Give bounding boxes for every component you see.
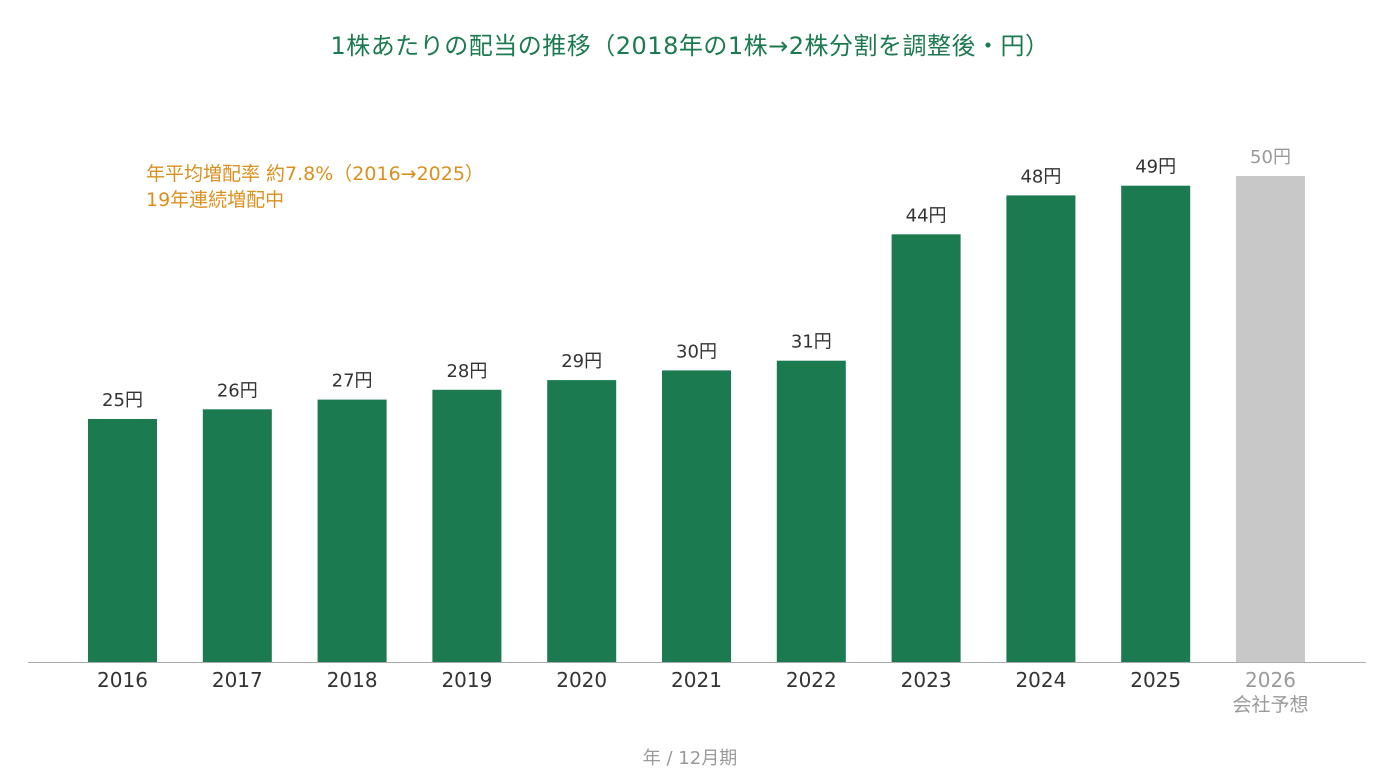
bar-2026 — [1236, 176, 1305, 662]
x-tick-label-2020: 2020 — [556, 668, 607, 692]
data-label-2024: 48円 — [1020, 166, 1061, 187]
data-label-2018: 27円 — [332, 371, 373, 392]
x-tick-label-2023: 2023 — [901, 668, 952, 692]
bar-2021 — [662, 370, 731, 662]
x-tick-label-2019: 2019 — [441, 668, 492, 692]
x-tick-label-2026: 2026 — [1245, 668, 1296, 692]
data-label-2017: 26円 — [217, 380, 258, 401]
data-label-2020: 29円 — [561, 351, 602, 372]
bar-2023 — [891, 234, 961, 663]
x-tick-label-2021: 2021 — [671, 668, 722, 692]
bar-2018 — [317, 399, 387, 662]
bar-2024 — [1006, 195, 1076, 662]
x-axis-title: 年 / 12月期 — [642, 748, 738, 769]
annotation-cagr: 年平均増配率 約7.8%（2016→2025） — [146, 163, 484, 185]
growth-annotation: 年平均増配率 約7.8%（2016→2025） 19年連続増配中 — [146, 161, 484, 213]
data-label-2025: 49円 — [1135, 157, 1176, 178]
data-label-2016: 25円 — [102, 390, 143, 411]
x-tick-label-2016: 2016 — [97, 668, 148, 692]
data-label-2026: 50円 — [1250, 147, 1291, 168]
chart-title: 1株あたりの配当の推移（2018年の1株→2株分割を調整後・円） — [330, 32, 1050, 60]
bar-2022 — [776, 360, 846, 662]
bar-2016 — [88, 419, 157, 662]
bar-2025 — [1121, 185, 1191, 662]
x-tick-label-2024: 2024 — [1015, 668, 1066, 692]
x-tick-label-2018: 2018 — [327, 668, 378, 692]
bar-2019 — [432, 389, 502, 662]
data-label-2022: 31円 — [791, 332, 832, 353]
x-tick-label-2025: 2025 — [1130, 668, 1181, 692]
annotation-streak: 19年連続増配中 — [146, 189, 285, 211]
x-tick-sublabel-2026: 会社予想 — [1232, 694, 1308, 716]
x-tick-label-2017: 2017 — [212, 668, 263, 692]
data-label-2023: 44円 — [906, 205, 947, 226]
bar-2020 — [547, 380, 617, 662]
data-label-2021: 30円 — [676, 341, 717, 362]
bar-2017 — [202, 409, 272, 662]
x-tick-label-2022: 2022 — [786, 668, 837, 692]
data-label-2019: 28円 — [446, 361, 487, 382]
